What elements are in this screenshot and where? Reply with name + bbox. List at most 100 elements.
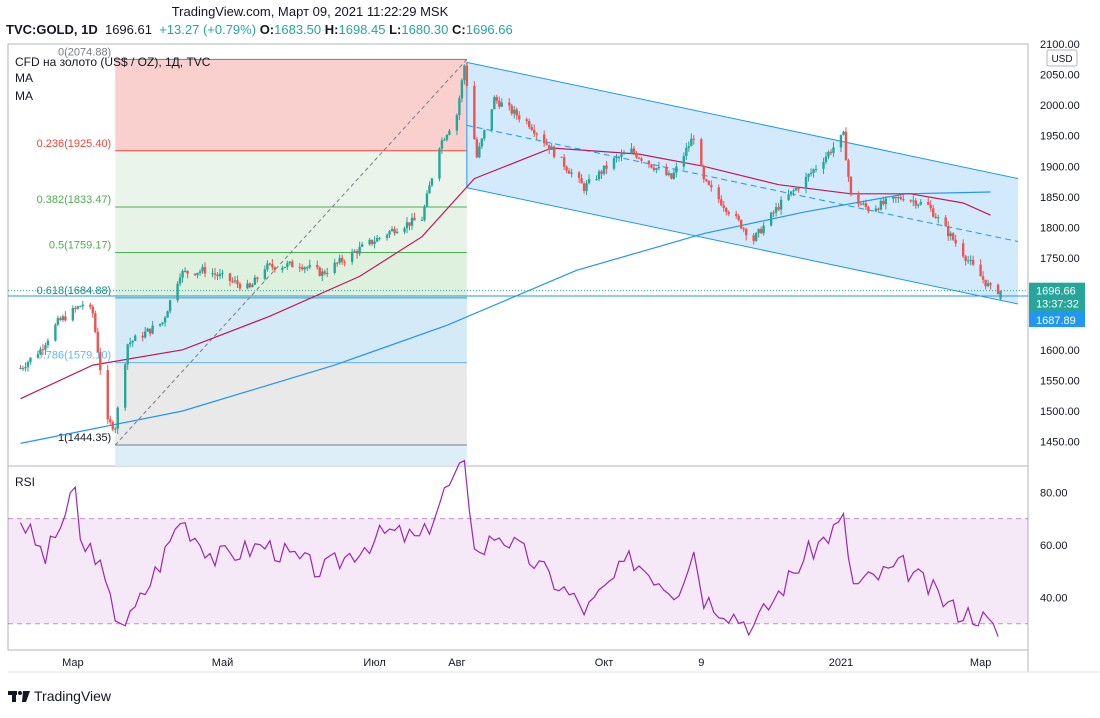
candle (323, 269, 326, 276)
candle (605, 160, 608, 175)
candle-body (263, 269, 267, 279)
candle (999, 290, 1002, 301)
candle-body (301, 267, 304, 270)
candle-body (954, 239, 957, 244)
last-price: 1696.61 (104, 22, 152, 37)
candle (114, 426, 117, 434)
candle-body (116, 407, 119, 429)
candle (201, 264, 204, 274)
candle (518, 111, 521, 123)
candle (562, 154, 566, 171)
candle-body (580, 178, 583, 184)
candle-body (547, 144, 551, 150)
candle (306, 266, 309, 271)
candle (286, 260, 289, 270)
candle (757, 228, 760, 238)
price-tick-label: 1750.00 (1040, 253, 1080, 265)
candle (552, 145, 556, 159)
candle-body (971, 260, 975, 265)
candle-body (183, 270, 187, 272)
channel-upper-line (466, 61, 1019, 180)
open-label: O: (259, 22, 275, 37)
candle-body (59, 318, 62, 321)
candle (542, 130, 546, 147)
rsi-tick-label: 80.00 (1040, 487, 1068, 499)
candle (368, 237, 371, 246)
candle-body (550, 146, 553, 150)
candle (475, 136, 479, 159)
candle-body (535, 133, 538, 135)
candle-body (917, 204, 920, 206)
price-tick-label: 1500.00 (1040, 406, 1080, 418)
candle-body (350, 251, 354, 262)
candle (892, 196, 895, 203)
candle-body (587, 179, 591, 184)
candle-body (358, 246, 361, 254)
ma-legend-2: MA (15, 89, 33, 103)
candle-body (657, 167, 661, 169)
candle-body (640, 158, 643, 161)
candle-body (201, 267, 204, 272)
candle-body (946, 226, 950, 237)
candle (717, 184, 720, 204)
candle (705, 178, 708, 183)
candle (158, 323, 162, 328)
candle-body (370, 239, 374, 244)
candle (981, 271, 985, 284)
candle-body (530, 127, 533, 130)
candle-body (463, 65, 466, 81)
candle-body (630, 148, 633, 154)
candle-body (929, 204, 932, 209)
candle (473, 81, 476, 140)
candle-body (857, 194, 860, 204)
candle (178, 273, 182, 287)
candle (26, 360, 30, 372)
candle (949, 231, 952, 241)
candle-body (914, 200, 917, 206)
candle (495, 94, 499, 104)
candle (196, 272, 199, 279)
moving-average-long-line (20, 191, 991, 444)
candle (744, 227, 748, 241)
candle (665, 163, 668, 176)
candle (547, 144, 551, 155)
candle (657, 161, 661, 171)
candle (116, 406, 119, 434)
candle-body (742, 228, 745, 230)
candle (340, 254, 344, 265)
rsi-band (8, 518, 1028, 624)
candle-body (789, 191, 793, 195)
candle-body (236, 280, 239, 285)
candle-body (884, 198, 888, 205)
candle-body (822, 162, 825, 169)
candle-body (333, 262, 336, 274)
candle (168, 299, 172, 314)
candle (360, 241, 364, 248)
candle-body (36, 354, 40, 358)
candle (842, 130, 845, 136)
candle (455, 113, 459, 136)
candle (804, 172, 808, 194)
open-value: 1683.50 (274, 22, 322, 37)
candle-body (303, 267, 306, 270)
candle (996, 283, 1000, 295)
candle (580, 174, 583, 184)
candle-body (779, 199, 783, 210)
candle (827, 150, 830, 159)
candle (253, 274, 257, 286)
candle-body (89, 304, 92, 307)
candle-body (198, 271, 202, 273)
candle (640, 156, 643, 164)
candle (291, 259, 294, 268)
candle (248, 282, 252, 289)
candle-body (335, 262, 339, 264)
candle-body (545, 143, 548, 145)
candle (971, 255, 975, 266)
candle-body (81, 304, 85, 307)
candle (238, 281, 242, 291)
candle (670, 172, 673, 180)
footer-brand[interactable]: TradingView (8, 688, 111, 704)
candle-body (600, 171, 603, 174)
candle (231, 277, 234, 284)
